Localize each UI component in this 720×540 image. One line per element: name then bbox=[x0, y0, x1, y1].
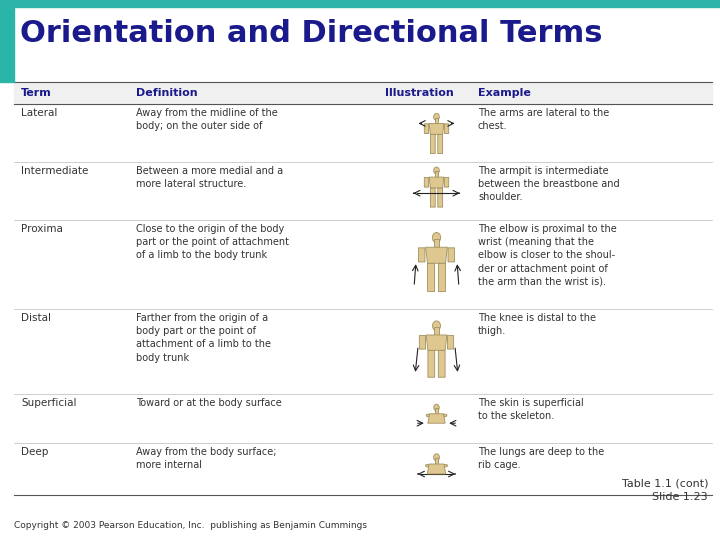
FancyBboxPatch shape bbox=[428, 350, 435, 377]
Text: The arms are lateral to the
chest.: The arms are lateral to the chest. bbox=[478, 108, 609, 131]
Text: Example: Example bbox=[478, 88, 531, 98]
FancyBboxPatch shape bbox=[428, 263, 435, 292]
Bar bbox=[435, 408, 438, 414]
Ellipse shape bbox=[433, 321, 441, 330]
FancyBboxPatch shape bbox=[438, 134, 443, 153]
Bar bbox=[435, 458, 438, 464]
FancyBboxPatch shape bbox=[424, 124, 428, 133]
Ellipse shape bbox=[444, 464, 448, 467]
Text: Away from the body surface;
more internal: Away from the body surface; more interna… bbox=[136, 447, 276, 470]
Bar bbox=[435, 171, 438, 177]
Text: Away from the midline of the
body; on the outer side of: Away from the midline of the body; on th… bbox=[136, 108, 278, 131]
FancyBboxPatch shape bbox=[438, 188, 443, 207]
Polygon shape bbox=[429, 124, 444, 134]
Ellipse shape bbox=[426, 414, 430, 416]
Bar bbox=[14, 82, 712, 104]
Ellipse shape bbox=[426, 464, 429, 467]
Text: The elbow is proximal to the
wrist (meaning that the
elbow is closer to the shou: The elbow is proximal to the wrist (mean… bbox=[478, 224, 617, 287]
FancyBboxPatch shape bbox=[424, 178, 428, 187]
Bar bbox=[434, 327, 438, 335]
Text: Farther from the origin of a
body part or the point of
attachment of a limb to t: Farther from the origin of a body part o… bbox=[136, 313, 271, 362]
Bar bbox=[434, 239, 438, 247]
Bar bbox=[0, 7, 14, 82]
Polygon shape bbox=[429, 177, 444, 188]
Polygon shape bbox=[428, 414, 445, 423]
Text: Copyright © 2003 Pearson Education, Inc.  publishing as Benjamin Cummings: Copyright © 2003 Pearson Education, Inc.… bbox=[14, 521, 367, 530]
Ellipse shape bbox=[433, 404, 439, 411]
Text: Lateral: Lateral bbox=[21, 108, 58, 118]
FancyBboxPatch shape bbox=[448, 335, 454, 349]
Text: Proxima: Proxima bbox=[21, 224, 63, 234]
FancyBboxPatch shape bbox=[444, 124, 449, 133]
Polygon shape bbox=[426, 247, 447, 263]
Text: Table 1.1 (cont)
Slide 1.23: Table 1.1 (cont) Slide 1.23 bbox=[621, 478, 708, 502]
Text: The knee is distal to the
thigh.: The knee is distal to the thigh. bbox=[478, 313, 596, 336]
FancyBboxPatch shape bbox=[419, 335, 426, 349]
Text: Between a more medial and a
more lateral structure.: Between a more medial and a more lateral… bbox=[136, 166, 283, 189]
Text: Deep: Deep bbox=[21, 447, 48, 457]
Ellipse shape bbox=[444, 414, 447, 416]
Text: Illustration: Illustration bbox=[385, 88, 454, 98]
Polygon shape bbox=[428, 464, 446, 474]
Text: Close to the origin of the body
part or the point of attachment
of a limb to the: Close to the origin of the body part or … bbox=[136, 224, 289, 260]
FancyBboxPatch shape bbox=[444, 178, 449, 187]
Text: Toward or at the body surface: Toward or at the body surface bbox=[136, 398, 282, 408]
Polygon shape bbox=[426, 335, 447, 350]
Ellipse shape bbox=[433, 167, 439, 174]
FancyBboxPatch shape bbox=[431, 188, 435, 207]
Text: Distal: Distal bbox=[21, 313, 51, 323]
Text: Orientation and Directional Terms: Orientation and Directional Terms bbox=[20, 19, 603, 48]
Ellipse shape bbox=[433, 454, 439, 461]
Text: Term: Term bbox=[21, 88, 52, 98]
Text: Intermediate: Intermediate bbox=[21, 166, 89, 176]
FancyBboxPatch shape bbox=[431, 134, 435, 153]
Text: The skin is superficial
to the skeleton.: The skin is superficial to the skeleton. bbox=[478, 398, 584, 421]
Bar bbox=[0, 0, 720, 7]
FancyBboxPatch shape bbox=[438, 263, 446, 292]
Text: Definition: Definition bbox=[136, 88, 197, 98]
Ellipse shape bbox=[433, 113, 439, 120]
Bar bbox=[435, 118, 438, 124]
FancyBboxPatch shape bbox=[448, 248, 454, 262]
FancyBboxPatch shape bbox=[418, 248, 425, 262]
Text: Superficial: Superficial bbox=[21, 398, 76, 408]
Ellipse shape bbox=[432, 232, 441, 242]
Text: The lungs are deep to the
rib cage.: The lungs are deep to the rib cage. bbox=[478, 447, 604, 470]
FancyBboxPatch shape bbox=[438, 350, 445, 377]
Text: The armpit is intermediate
between the breastbone and
shoulder.: The armpit is intermediate between the b… bbox=[478, 166, 620, 202]
